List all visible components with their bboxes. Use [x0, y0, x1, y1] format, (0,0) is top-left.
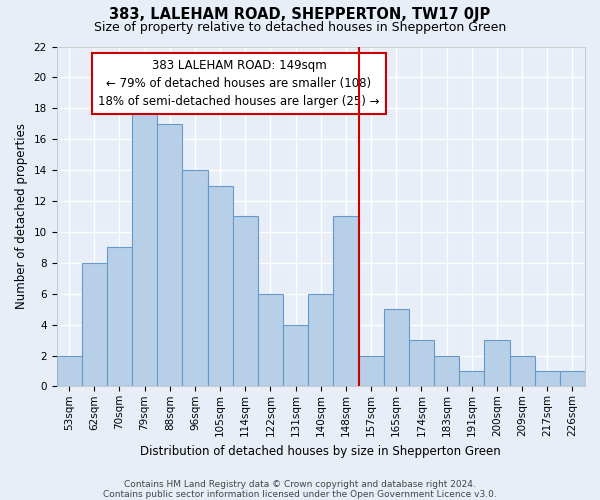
Bar	[182, 170, 208, 386]
Bar	[82, 263, 107, 386]
Text: Size of property relative to detached houses in Shepperton Green: Size of property relative to detached ho…	[94, 21, 506, 34]
Bar	[233, 216, 258, 386]
Bar	[509, 356, 535, 386]
Bar	[107, 248, 132, 386]
Bar	[560, 371, 585, 386]
Bar	[208, 186, 233, 386]
Bar	[157, 124, 182, 386]
Bar	[334, 216, 359, 386]
Text: 383, LALEHAM ROAD, SHEPPERTON, TW17 0JP: 383, LALEHAM ROAD, SHEPPERTON, TW17 0JP	[109, 8, 491, 22]
Bar	[359, 356, 383, 386]
Bar	[434, 356, 459, 386]
Bar	[308, 294, 334, 386]
X-axis label: Distribution of detached houses by size in Shepperton Green: Distribution of detached houses by size …	[140, 444, 501, 458]
Text: Contains HM Land Registry data © Crown copyright and database right 2024.: Contains HM Land Registry data © Crown c…	[124, 480, 476, 489]
Bar	[535, 371, 560, 386]
Bar	[484, 340, 509, 386]
Text: Contains public sector information licensed under the Open Government Licence v3: Contains public sector information licen…	[103, 490, 497, 499]
Y-axis label: Number of detached properties: Number of detached properties	[15, 124, 28, 310]
Bar	[409, 340, 434, 386]
Bar	[283, 324, 308, 386]
Text: 383 LALEHAM ROAD: 149sqm
← 79% of detached houses are smaller (108)
18% of semi-: 383 LALEHAM ROAD: 149sqm ← 79% of detach…	[98, 59, 380, 108]
Bar	[258, 294, 283, 386]
Bar	[56, 356, 82, 386]
Bar	[132, 108, 157, 386]
Bar	[459, 371, 484, 386]
Bar	[383, 309, 409, 386]
